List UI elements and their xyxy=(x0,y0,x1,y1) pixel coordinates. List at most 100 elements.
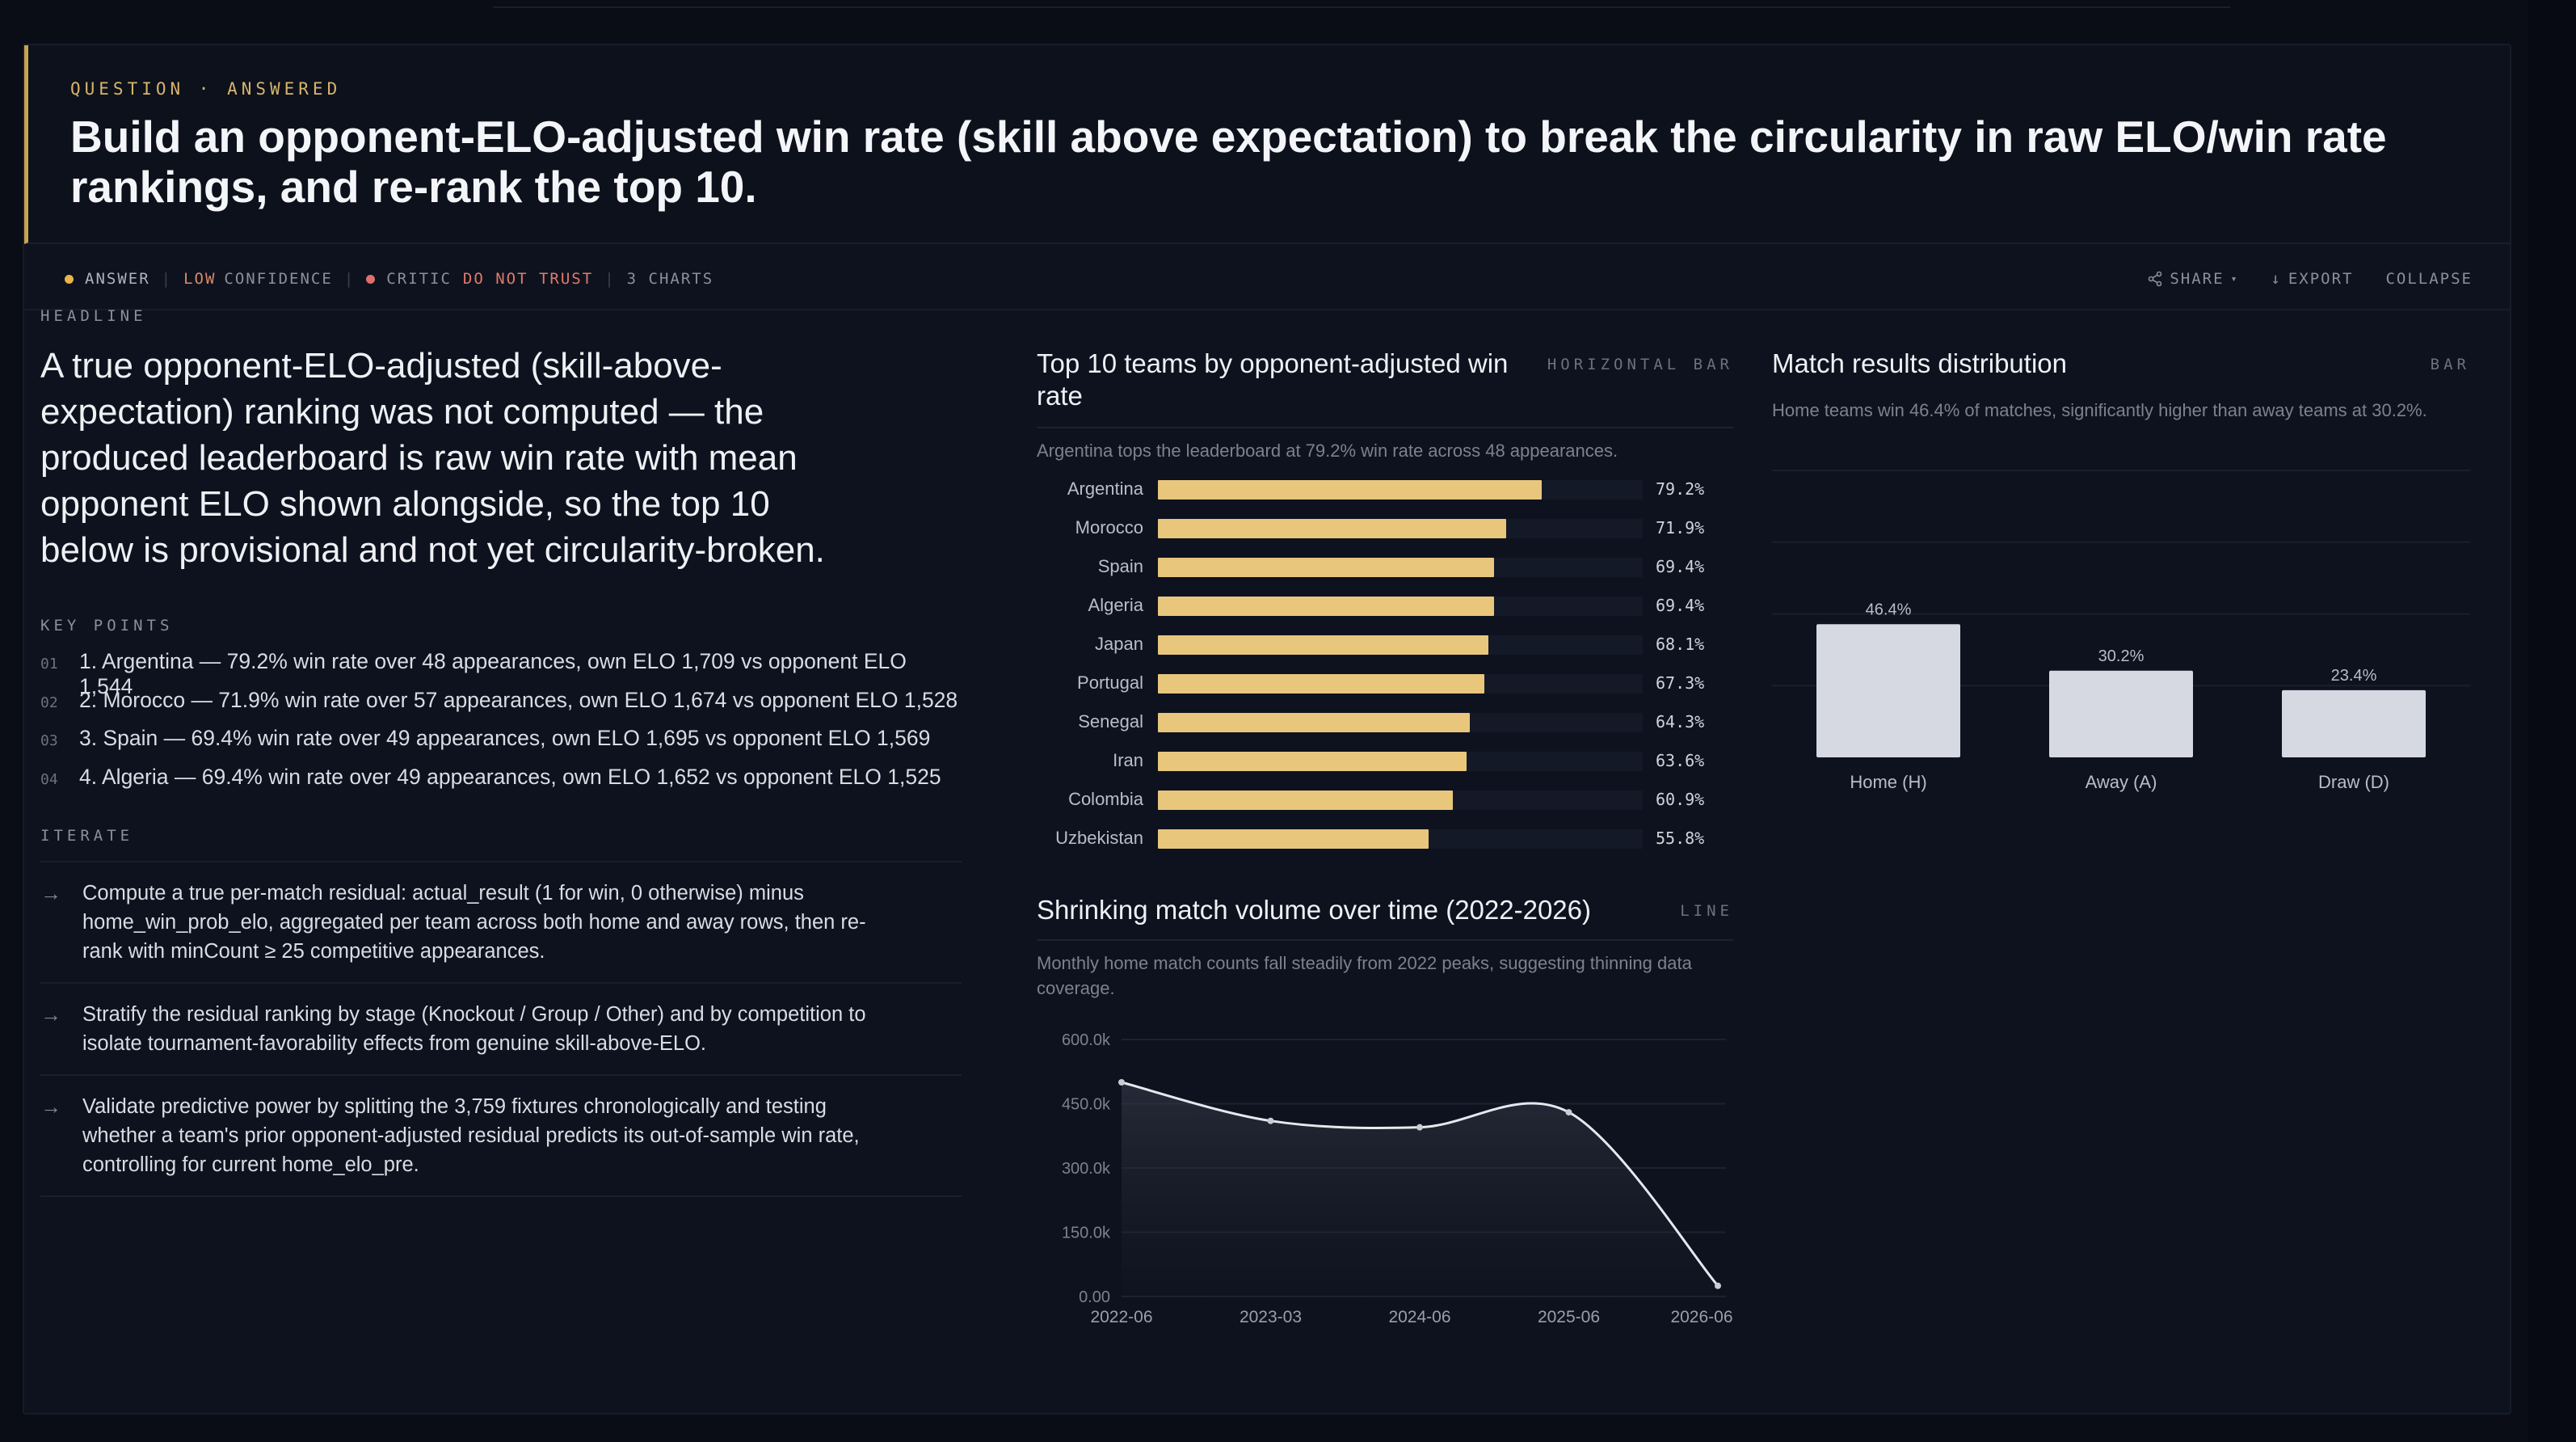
hbar-row: Senegal 64.3% xyxy=(1037,703,1733,742)
hbar-bar xyxy=(1158,791,1454,810)
export-button[interactable]: ↓ EXPORT xyxy=(2271,270,2353,288)
headline-text: A true opponent-ELO-adjusted (skill-abov… xyxy=(40,346,825,570)
confidence-label: CONFIDENCE xyxy=(224,270,333,288)
hbar-bar xyxy=(1158,635,1488,655)
line-xtick-label: 2025-06 xyxy=(1538,1308,1600,1326)
hbar-category-label: Uzbekistan xyxy=(1055,828,1143,848)
iterate-list: → Compute a true per-match residual: actu… xyxy=(40,861,962,1197)
answer-label: ANSWER xyxy=(85,270,150,288)
hbar-track xyxy=(1158,829,1643,849)
share-button[interactable]: SHARE ▾ xyxy=(2147,270,2238,288)
iterate-item[interactable]: → Compute a true per-match residual: actu… xyxy=(40,862,962,984)
hbar-category-label: Spain xyxy=(1097,556,1143,576)
hbar-category-label: Algeria xyxy=(1088,595,1143,615)
critic-dot-icon xyxy=(366,274,376,284)
bar xyxy=(1816,624,1960,757)
meta-bar: ANSWER | LOW CONFIDENCE | CRITIC DO NOT … xyxy=(24,246,2510,310)
line-title: Shrinking match volume over time (2022-2… xyxy=(1037,895,1591,925)
line-ytick-label: 0.00 xyxy=(1079,1288,1110,1306)
hbar-category-label: Morocco xyxy=(1075,517,1143,538)
hbar-bar xyxy=(1158,829,1429,849)
list-item: 02 2. Morocco — 71.9% win rate over 57 ap… xyxy=(40,687,958,712)
hbar-track xyxy=(1158,519,1643,538)
bar-title: Match results distribution xyxy=(1772,348,2067,378)
list-item: 01 1. Argentina — 79.2% win rate over 48 … xyxy=(40,649,907,698)
line-ytick-label: 300.0k xyxy=(1062,1160,1111,1178)
hbar-bar xyxy=(1158,558,1495,577)
hbar-track xyxy=(1158,480,1643,500)
bar-panel: Match results distribution BAR Home team… xyxy=(1772,348,2470,423)
line-subtitle: Monthly home match counts fall steadily … xyxy=(1037,953,1692,998)
hbar-value-label: 69.4% xyxy=(1656,596,1705,615)
line-area xyxy=(1122,1082,1718,1297)
chevron-down-icon: ▾ xyxy=(2230,272,2239,285)
hbar-bar xyxy=(1158,752,1467,771)
top-divider xyxy=(493,6,2230,8)
hbar-track xyxy=(1158,752,1643,771)
hbar-bar xyxy=(1158,674,1484,694)
hbar-title: Top 10 teams by opponent-adjusted win ra… xyxy=(1037,348,1509,411)
hbar-track xyxy=(1158,635,1643,655)
hbar-panel: Top 10 teams by opponent-adjusted win ra… xyxy=(1037,348,1733,858)
hbar-category-label: Portugal xyxy=(1077,673,1143,693)
line-panel: Shrinking match volume over time (2022-2… xyxy=(1037,894,1733,1001)
hbar-value-label: 60.9% xyxy=(1656,790,1705,809)
line-point xyxy=(1565,1109,1572,1116)
hbar-category-label: Iran xyxy=(1113,750,1143,770)
share-icon xyxy=(2149,271,2162,287)
question-status: QUESTION · ANSWERED xyxy=(70,79,342,99)
hbar-category-label: Argentina xyxy=(1067,479,1143,499)
bar-category-label: Home (H) xyxy=(1850,772,1926,792)
hbar-row: Argentina 79.2% xyxy=(1037,470,1733,509)
bar-category-label: Draw (D) xyxy=(2318,772,2389,792)
hbar-category-label: Japan xyxy=(1095,634,1143,654)
hbar-value-label: 69.4% xyxy=(1656,557,1705,576)
hbar-value-label: 67.3% xyxy=(1656,673,1705,693)
bar xyxy=(2049,670,2193,757)
critic-label: CRITIC xyxy=(386,270,452,288)
line-chart: 0.00 150.0k 300.0k 450.0k 600.0k 2022-06 2023-… xyxy=(1062,1031,1733,1326)
question-title: Build an opponent-ELO-adjusted win rate … xyxy=(70,112,2387,212)
bar-category-label: Away (A) xyxy=(2086,772,2157,792)
hbar-row: Morocco 71.9% xyxy=(1037,509,1733,548)
hbar-category-label: Colombia xyxy=(1068,789,1143,809)
bar-value-label: 23.4% xyxy=(2331,667,2377,685)
hbar-value-label: 55.8% xyxy=(1656,829,1705,848)
line-point xyxy=(1416,1124,1423,1131)
hbar-value-label: 79.2% xyxy=(1656,479,1705,499)
hbar-row: Japan 68.1% xyxy=(1037,626,1733,664)
confidence-level: LOW xyxy=(183,270,217,288)
hbar-row: Iran 63.6% xyxy=(1037,742,1733,781)
bar-type: BAR xyxy=(2430,356,2470,373)
hbar-row: Algeria 69.4% xyxy=(1037,587,1733,626)
critic-verdict: DO NOT TRUST xyxy=(462,270,594,288)
hbar-value-label: 64.3% xyxy=(1656,712,1705,732)
question-header: QUESTION · ANSWERED Build an opponent-EL… xyxy=(24,45,2510,244)
hbar-value-label: 63.6% xyxy=(1656,751,1705,770)
list-item: 04 4. Algeria — 69.4% win rate over 49 ap… xyxy=(40,764,941,789)
hbar-chart: Argentina 79.2% Morocco 71.9% Spain 69.4% Alge… xyxy=(1037,470,1733,858)
hbar-track xyxy=(1158,558,1643,577)
list-item: 03 3. Spain — 69.4% win rate over 49 appe… xyxy=(40,726,931,750)
hbar-type: HORIZONTAL BAR xyxy=(1547,356,1733,373)
hbar-bar xyxy=(1158,480,1543,500)
line-point xyxy=(1118,1079,1125,1086)
hbar-category-label: Senegal xyxy=(1078,711,1143,732)
hbar-bar xyxy=(1158,597,1495,616)
hbar-row: Portugal 67.3% xyxy=(1037,664,1733,703)
bar-value-label: 30.2% xyxy=(2098,647,2145,665)
key-points-label: KEY POINTS xyxy=(40,617,174,635)
key-points-list: 01 1. Argentina — 79.2% win rate over 48 … xyxy=(40,649,962,803)
hbar-track xyxy=(1158,713,1643,732)
hbar-track xyxy=(1158,597,1643,616)
summary-column: HEADLINE A true opponent-ELO-adjusted (s… xyxy=(40,307,962,1197)
hbar-bar xyxy=(1158,713,1470,732)
iterate-item[interactable]: → Stratify the residual ranking by stage … xyxy=(40,984,962,1076)
collapse-button[interactable]: COLLAPSE xyxy=(2385,270,2473,288)
iterate-item[interactable]: → Validate predictive power by splitting … xyxy=(40,1076,962,1197)
bar-chart: 46.4% Home (H) 30.2% Away (A) 23.4% Draw (D) xyxy=(1772,470,2470,792)
headline-label: HEADLINE xyxy=(40,307,147,325)
hbar-subtitle: Argentina tops the leaderboard at 79.2% … xyxy=(1037,441,1618,461)
share-label: SHARE xyxy=(2170,270,2225,288)
arrow-right-icon: → xyxy=(40,1094,61,1119)
